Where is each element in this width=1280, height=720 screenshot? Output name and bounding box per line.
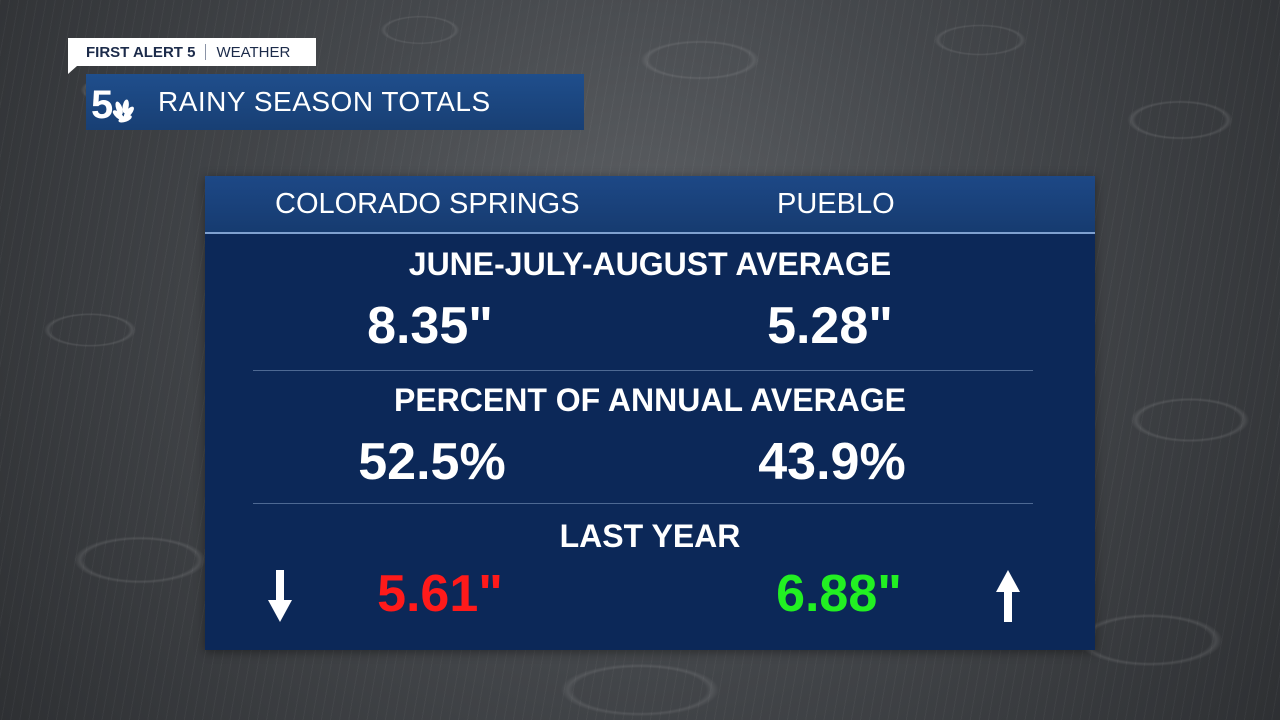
- section-name: WEATHER: [216, 43, 291, 61]
- svg-text:5: 5: [91, 83, 113, 124]
- channel-5-logo-icon: 5: [86, 74, 144, 130]
- column-headers: COLORADO SPRINGS PUEBLO: [205, 176, 1095, 234]
- colorado-springs-last-year: 5.61": [377, 565, 503, 623]
- brand-name: FIRST ALERT 5: [86, 43, 196, 61]
- graphic-title: RAINY SEASON TOTALS: [158, 86, 491, 117]
- title-bar: 5 RAINY SEASON TOTALS: [86, 74, 584, 130]
- average-section-title: JUNE-JULY-AUGUST AVERAGE: [408, 246, 892, 282]
- last-year-section-title: LAST YEAR: [559, 518, 741, 554]
- tag-divider: [205, 44, 207, 60]
- pueblo-last-year: 6.88": [776, 565, 902, 623]
- column-pueblo: PUEBLO: [777, 188, 895, 220]
- section-divider: [253, 370, 1033, 371]
- colorado-springs-percent: 52.5%: [358, 433, 506, 491]
- pueblo-percent: 43.9%: [758, 433, 906, 491]
- brand-tag: FIRST ALERT 5 WEATHER: [68, 38, 316, 74]
- arrow-down-icon: [268, 570, 292, 622]
- percent-section-title: PERCENT OF ANNUAL AVERAGE: [393, 382, 907, 418]
- arrow-up-icon: [996, 570, 1020, 622]
- column-colorado-springs: COLORADO SPRINGS: [275, 188, 580, 220]
- pueblo-average: 5.28": [767, 297, 893, 355]
- section-divider: [253, 503, 1033, 504]
- colorado-springs-average: 8.35": [367, 297, 493, 355]
- totals-panel: COLORADO SPRINGS PUEBLO JUNE-JULY-AUGUST…: [205, 176, 1095, 650]
